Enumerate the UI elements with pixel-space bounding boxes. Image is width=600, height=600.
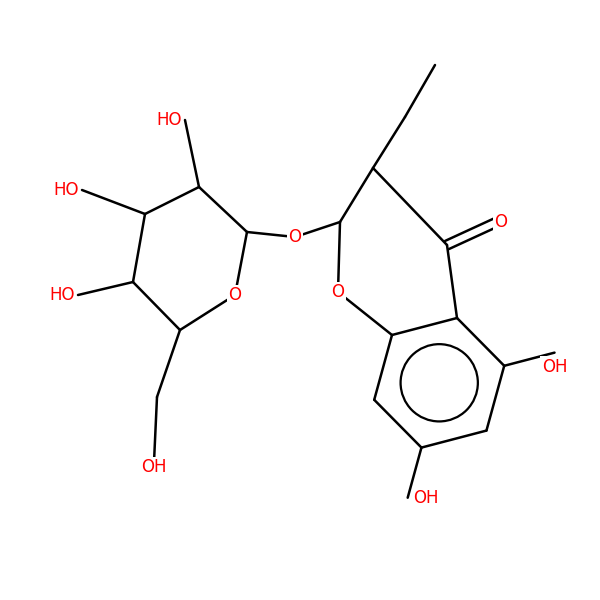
Text: O: O	[229, 286, 241, 304]
Text: O: O	[494, 213, 508, 231]
Text: OH: OH	[413, 489, 439, 507]
Text: OH: OH	[542, 358, 567, 376]
Text: O: O	[289, 228, 302, 246]
Text: HO: HO	[156, 111, 182, 129]
Text: HO: HO	[53, 181, 79, 199]
Text: HO: HO	[49, 286, 75, 304]
Text: O: O	[331, 283, 344, 301]
Text: OH: OH	[141, 458, 167, 476]
